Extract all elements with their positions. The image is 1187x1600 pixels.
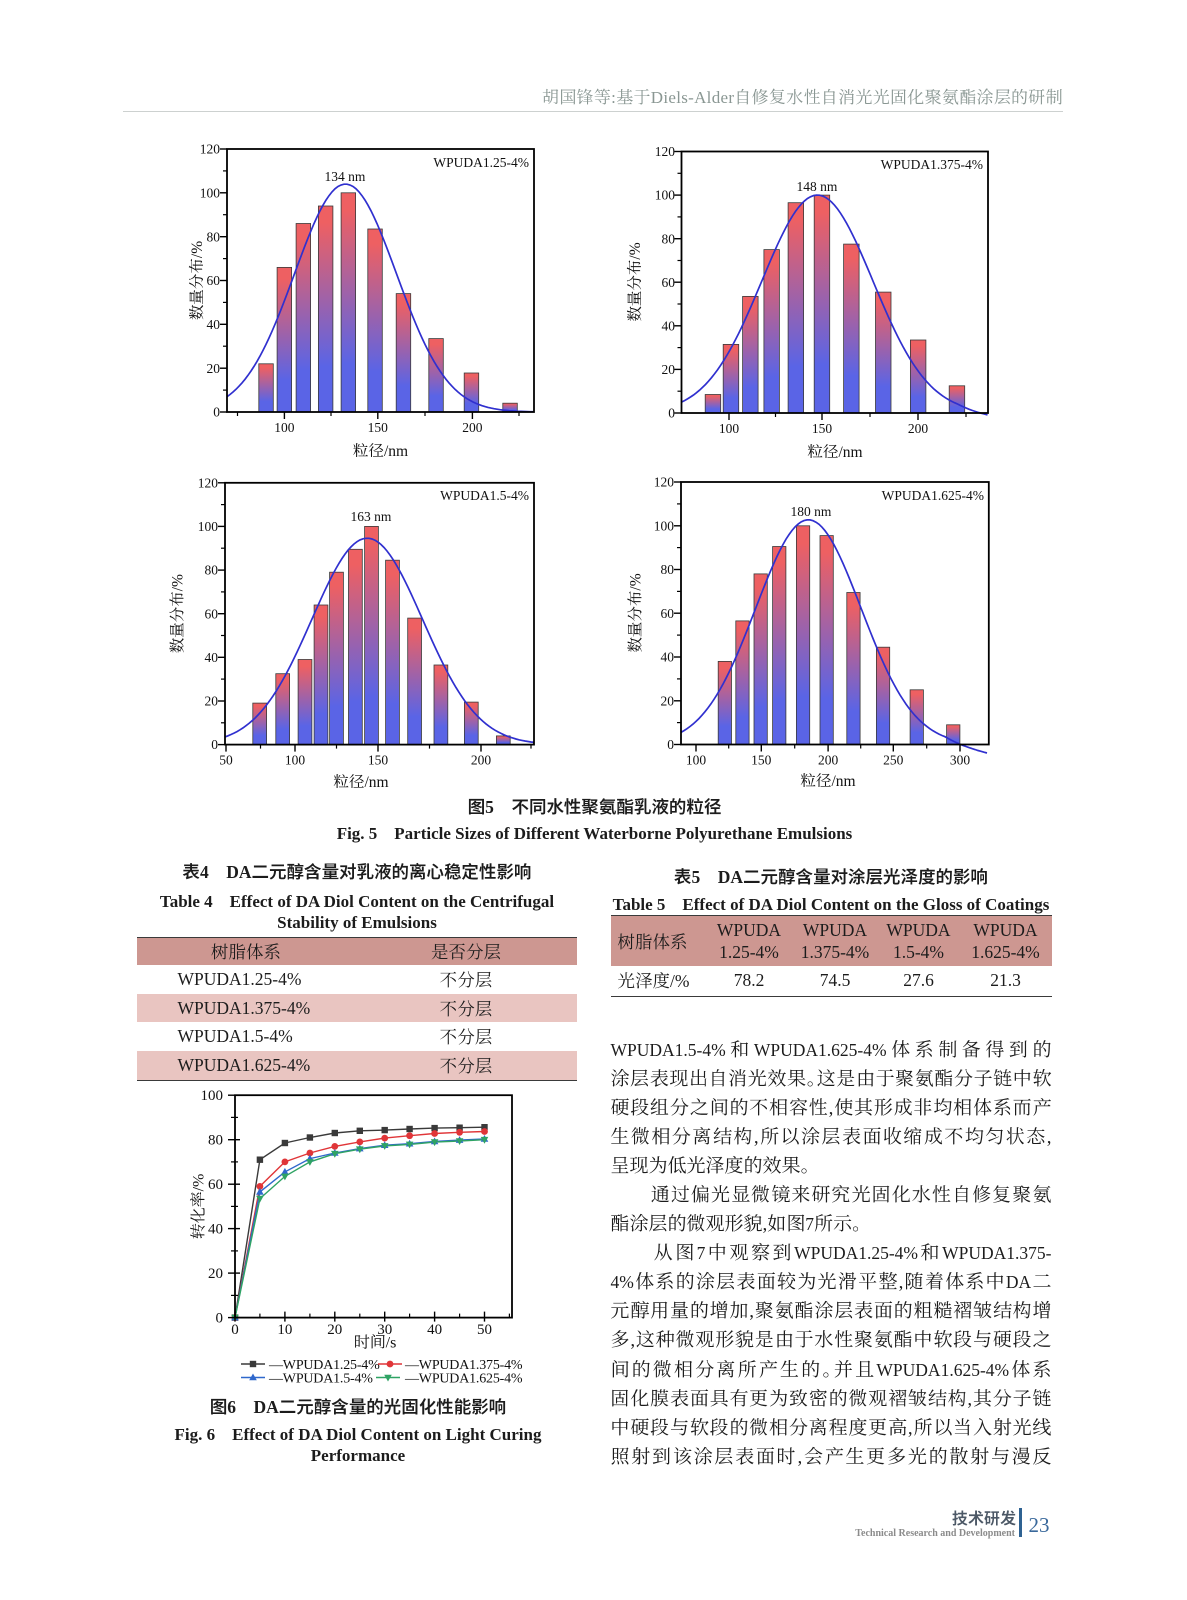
svg-text:100: 100 xyxy=(274,420,295,435)
svg-text:200: 200 xyxy=(462,420,483,435)
svg-text:时间/s: 时间/s xyxy=(354,1334,397,1352)
svg-text:数量分布/%: 数量分布/% xyxy=(188,241,206,320)
svg-text:粒径/nm: 粒径/nm xyxy=(353,442,408,460)
svg-text:120: 120 xyxy=(654,475,675,490)
svg-text:0: 0 xyxy=(231,1322,239,1338)
svg-text:数量分布/%: 数量分布/% xyxy=(626,242,644,321)
svg-text:50: 50 xyxy=(219,753,233,768)
svg-text:163 nm: 163 nm xyxy=(351,509,392,524)
svg-text:100: 100 xyxy=(654,518,675,533)
svg-text:100: 100 xyxy=(198,519,219,534)
svg-text:200: 200 xyxy=(908,421,929,436)
svg-text:10: 10 xyxy=(277,1322,292,1338)
svg-text:WPUDA1.5-4%: WPUDA1.5-4% xyxy=(440,488,529,503)
svg-text:80: 80 xyxy=(208,1133,223,1149)
svg-text:20: 20 xyxy=(207,361,221,376)
svg-text:20: 20 xyxy=(208,1266,223,1282)
svg-text:60: 60 xyxy=(661,606,675,621)
svg-text:WPUDA1.375-4%: WPUDA1.375-4% xyxy=(881,157,983,172)
svg-text:—WPUDA1.25-4%: —WPUDA1.25-4% xyxy=(268,1358,380,1373)
svg-text:150: 150 xyxy=(368,420,389,435)
svg-text:0: 0 xyxy=(213,405,220,420)
svg-text:数量分布/%: 数量分布/% xyxy=(169,574,187,653)
svg-text:180 nm: 180 nm xyxy=(791,504,832,519)
svg-text:—WPUDA1.375-4%: —WPUDA1.375-4% xyxy=(404,1358,523,1373)
svg-text:120: 120 xyxy=(655,144,676,159)
svg-text:300: 300 xyxy=(950,753,971,768)
svg-text:120: 120 xyxy=(198,475,219,490)
svg-text:250: 250 xyxy=(883,753,904,768)
svg-text:150: 150 xyxy=(812,421,833,436)
svg-text:0: 0 xyxy=(667,737,674,752)
svg-text:粒径/nm: 粒径/nm xyxy=(807,443,862,461)
svg-text:转化率/%: 转化率/% xyxy=(190,1174,208,1240)
svg-text:—WPUDA1.5-4%: —WPUDA1.5-4% xyxy=(268,1371,373,1386)
svg-text:100: 100 xyxy=(200,185,221,200)
svg-text:100: 100 xyxy=(201,1088,224,1104)
svg-text:40: 40 xyxy=(661,650,675,665)
svg-text:200: 200 xyxy=(471,753,492,768)
svg-text:20: 20 xyxy=(661,693,675,708)
svg-text:40: 40 xyxy=(662,318,676,333)
svg-text:0: 0 xyxy=(216,1311,224,1327)
svg-text:20: 20 xyxy=(327,1322,342,1338)
svg-text:—WPUDA1.625-4%: —WPUDA1.625-4% xyxy=(404,1371,523,1386)
svg-text:80: 80 xyxy=(662,231,676,246)
svg-text:148 nm: 148 nm xyxy=(797,179,838,194)
svg-text:80: 80 xyxy=(205,563,219,578)
svg-text:150: 150 xyxy=(368,753,389,768)
svg-text:40: 40 xyxy=(207,317,221,332)
svg-text:150: 150 xyxy=(751,753,772,768)
svg-text:40: 40 xyxy=(205,650,219,665)
svg-text:200: 200 xyxy=(818,753,839,768)
svg-text:0: 0 xyxy=(668,406,675,421)
svg-text:100: 100 xyxy=(719,421,740,436)
svg-text:40: 40 xyxy=(208,1222,223,1238)
svg-text:粒径/nm: 粒径/nm xyxy=(800,772,855,790)
svg-text:30: 30 xyxy=(377,1322,392,1338)
svg-text:60: 60 xyxy=(662,275,676,290)
svg-text:50: 50 xyxy=(477,1322,492,1338)
svg-text:134 nm: 134 nm xyxy=(325,169,366,184)
svg-text:数量分布/%: 数量分布/% xyxy=(627,573,645,652)
svg-text:WPUDA1.25-4%: WPUDA1.25-4% xyxy=(433,155,529,170)
svg-text:0: 0 xyxy=(211,737,218,752)
svg-text:粒径/nm: 粒径/nm xyxy=(333,773,388,791)
svg-text:60: 60 xyxy=(205,606,219,621)
svg-text:120: 120 xyxy=(200,142,221,157)
svg-text:80: 80 xyxy=(661,562,675,577)
svg-text:60: 60 xyxy=(208,1177,223,1193)
svg-text:20: 20 xyxy=(662,362,676,377)
svg-text:40: 40 xyxy=(427,1322,442,1338)
svg-text:100: 100 xyxy=(285,753,306,768)
svg-text:100: 100 xyxy=(686,753,707,768)
svg-text:WPUDA1.625-4%: WPUDA1.625-4% xyxy=(882,488,984,503)
svg-text:60: 60 xyxy=(207,273,221,288)
svg-text:80: 80 xyxy=(207,229,221,244)
svg-text:100: 100 xyxy=(655,188,676,203)
svg-text:20: 20 xyxy=(205,694,219,709)
